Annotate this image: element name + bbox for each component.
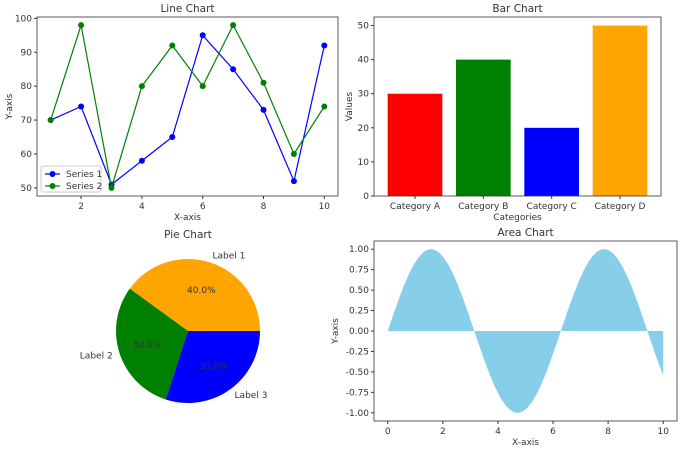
series-2-point: [230, 22, 237, 29]
y-tick-label: 90: [21, 48, 33, 58]
area-fill: [387, 249, 664, 413]
x-tick-label: Category A: [390, 202, 441, 212]
series-1-point: [78, 103, 85, 110]
bar-chart-title: Bar Chart: [492, 3, 542, 15]
legend-label: Series 2: [66, 182, 102, 192]
series-1-point: [321, 42, 328, 49]
y-tick-label: 0.00: [349, 327, 369, 337]
pie-label: Label 3: [235, 391, 268, 401]
bar-category-a: [387, 93, 443, 196]
series-1-point: [230, 66, 237, 73]
pie-slice-2: [116, 288, 188, 400]
y-axis-label: Y-axis: [5, 93, 15, 120]
pie-label: Label 2: [80, 351, 113, 361]
series-2-point: [199, 83, 206, 90]
series-2-point: [321, 103, 328, 110]
y-tick-label: 0.25: [349, 307, 369, 317]
pie-label: Label 1: [212, 252, 245, 262]
x-axis-label: X-axis: [512, 438, 539, 448]
pie-chart-title: Pie Chart: [164, 229, 212, 241]
x-tick-label: 10: [319, 202, 331, 212]
y-tick-label: 1.00: [349, 245, 369, 255]
bar-category-b: [456, 59, 511, 196]
y-tick-label: 100: [15, 14, 32, 24]
line-chart-title: Line Chart: [160, 3, 214, 15]
area-chart-title: Area Chart: [497, 227, 553, 239]
legend-marker: [49, 183, 56, 189]
series-1-point: [199, 32, 206, 39]
series-2-point: [47, 117, 54, 124]
bar-chart-frame: [373, 16, 662, 197]
legend: Series 1 Series 2: [40, 165, 102, 193]
x-tick-label: 6: [200, 202, 206, 212]
series-2-point: [138, 83, 145, 90]
x-axis-label: Categories: [493, 213, 542, 223]
y-tick-label: -0.75: [346, 388, 369, 398]
pie-pct-label: 40.0%: [187, 286, 216, 296]
x-tick-label: 4: [139, 202, 145, 212]
series-1-line: [50, 34, 325, 186]
y-tick-label: 70: [21, 116, 33, 126]
x-tick-label: 10: [658, 427, 670, 437]
x-tick-label: 8: [605, 427, 611, 437]
pie-slice-3: [165, 331, 260, 403]
y-axis-label: Values: [345, 91, 355, 121]
x-tick-label: Category C: [527, 202, 577, 212]
x-axis-label: X-axis: [174, 213, 201, 223]
x-tick-label: Category B: [458, 202, 508, 212]
y-axis-label: Y-axis: [331, 318, 341, 345]
legend-marker: [49, 171, 56, 177]
y-tick-label: 10: [358, 158, 370, 168]
y-tick-label: 50: [358, 22, 370, 32]
x-tick-label: 0: [385, 427, 391, 437]
series-2-line: [50, 23, 325, 189]
bar-category-c: [524, 127, 579, 196]
series-2-point: [290, 150, 297, 157]
series-1-point: [260, 106, 267, 113]
series-2-point: [169, 42, 176, 49]
y-tick-label: -0.25: [346, 347, 369, 357]
pie-pct-label: 30.0%: [199, 362, 228, 372]
y-tick-label: -0.50: [346, 368, 370, 378]
y-tick-label: 40: [358, 56, 370, 66]
y-tick-label: -1.00: [346, 409, 370, 419]
x-tick-label: Category D: [595, 202, 646, 212]
series-2-point: [260, 79, 267, 86]
series-2-point: [108, 184, 115, 191]
series-1-point: [290, 178, 297, 185]
x-tick-label: 2: [78, 202, 84, 212]
x-tick-label: 8: [261, 202, 267, 212]
x-tick-label: 2: [440, 427, 446, 437]
bar-category-d: [592, 25, 648, 197]
series-1-point: [138, 157, 145, 164]
y-tick-label: 0: [363, 192, 369, 202]
y-tick-label: 60: [21, 150, 33, 160]
pie-slice-1: [129, 259, 260, 331]
series-1-point: [169, 134, 176, 141]
y-tick-label: 80: [21, 82, 33, 92]
y-tick-label: 0.50: [349, 286, 369, 296]
line-chart-frame: [36, 16, 339, 197]
y-tick-label: 0.75: [349, 266, 369, 276]
x-tick-label: 4: [495, 427, 501, 437]
x-tick-label: 6: [550, 427, 556, 437]
legend-label: Series 1: [66, 170, 102, 180]
y-tick-label: 20: [358, 124, 370, 134]
series-2-point: [78, 22, 85, 29]
y-tick-label: 50: [21, 184, 33, 194]
pie-pct-label: 30.0%: [133, 340, 162, 350]
y-tick-label: 30: [358, 90, 370, 100]
